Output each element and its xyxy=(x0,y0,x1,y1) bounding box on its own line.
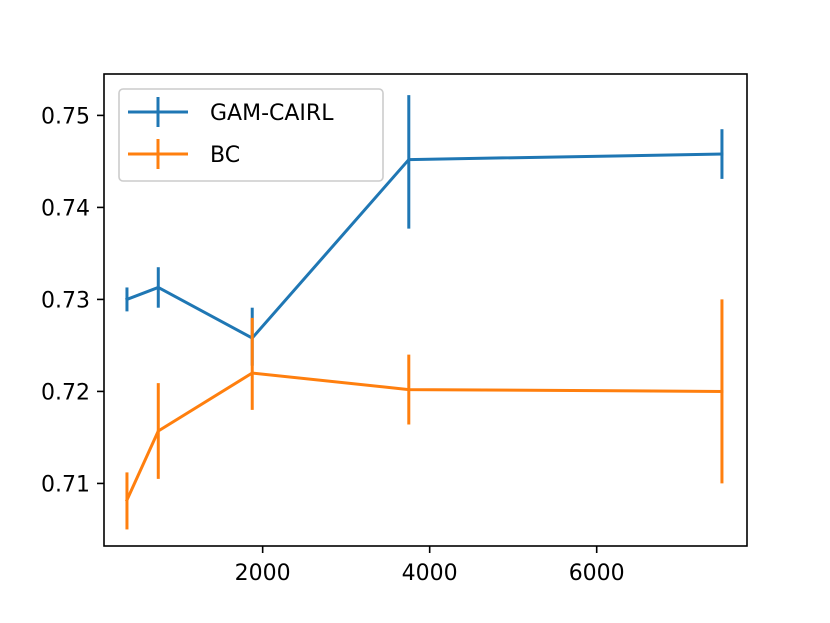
series-bc xyxy=(124,299,724,530)
y-tick-label: 0.74 xyxy=(41,196,90,221)
y-tick-label: 0.75 xyxy=(41,104,90,129)
legend-entry: GAM-CAIRL xyxy=(128,97,334,127)
x-axis: 2000 4000 6000 xyxy=(235,546,625,586)
x-tick-label: 4000 xyxy=(402,561,458,586)
x-tick-label: 6000 xyxy=(569,561,625,586)
plot-frame xyxy=(103,73,748,547)
legend: GAM-CAIRL BC xyxy=(118,88,384,182)
y-tick-label: 0.71 xyxy=(41,472,90,497)
legend-label: BC xyxy=(210,143,240,168)
y-axis: 0.71 0.72 0.73 0.74 0.75 xyxy=(41,104,104,497)
series-layer xyxy=(124,95,724,530)
y-tick-label: 0.73 xyxy=(41,288,90,313)
x-tick-label: 2000 xyxy=(235,561,291,586)
legend-entry: BC xyxy=(128,139,240,169)
y-tick-label: 0.72 xyxy=(41,380,90,405)
legend-label: GAM-CAIRL xyxy=(210,101,334,126)
